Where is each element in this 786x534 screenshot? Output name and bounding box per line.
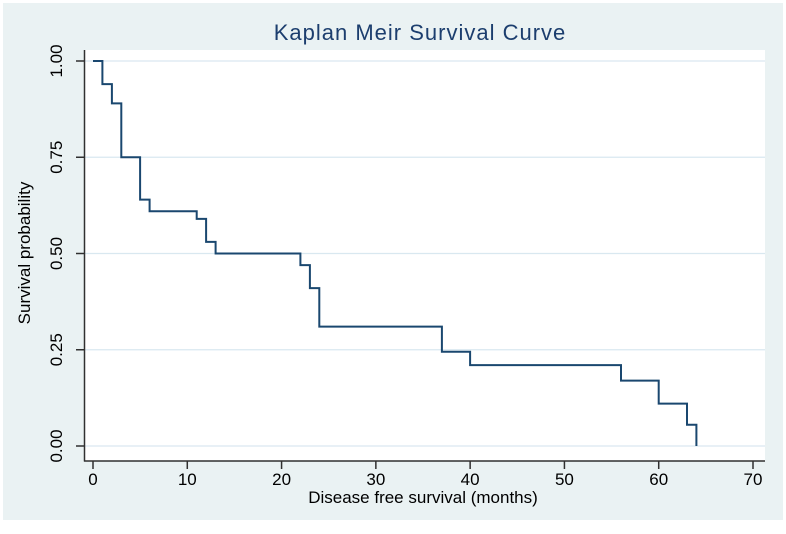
y-axis-ticks [76, 60, 84, 447]
x-tick-label: 20 [272, 470, 291, 489]
x-tick-label: 0 [88, 470, 97, 489]
y-axis-tick-labels: 0.00 0.25 0.50 0.75 1.00 [47, 44, 66, 462]
x-tick-label: 50 [555, 470, 574, 489]
survival-curve [93, 60, 698, 446]
y-tick-label: 1.00 [47, 44, 66, 77]
y-tick-label: 0.75 [47, 141, 66, 174]
x-tick-label: 30 [366, 470, 385, 489]
x-axis-label: Disease free survival (months) [308, 488, 538, 507]
y-axis-label: Survival probability [15, 181, 34, 324]
y-tick-label: 0.50 [47, 237, 66, 270]
x-tick-label: 40 [461, 470, 480, 489]
x-tick-label: 70 [744, 470, 763, 489]
gridlines [84, 60, 765, 447]
x-tick-label: 60 [649, 470, 668, 489]
y-tick-label: 0.00 [47, 429, 66, 462]
y-tick-label: 0.25 [47, 333, 66, 366]
x-axis-ticks [92, 461, 754, 469]
chart-title: Kaplan Meir Survival Curve [274, 20, 567, 45]
plot-area [84, 50, 765, 461]
x-tick-label: 10 [178, 470, 197, 489]
x-axis-tick-labels: 0 10 20 30 40 50 60 70 [88, 470, 762, 489]
